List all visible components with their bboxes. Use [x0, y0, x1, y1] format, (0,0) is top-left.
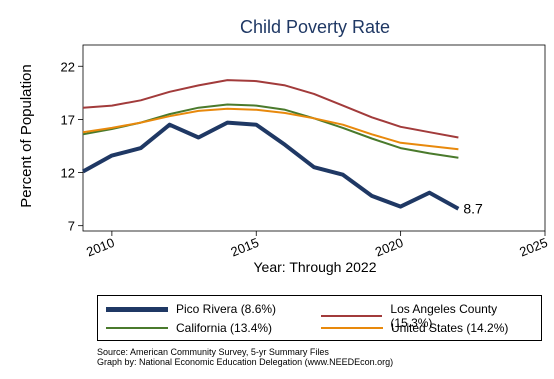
annotation-group: 8.7	[463, 201, 483, 217]
legend-label: Pico Rivera (8.6%)	[176, 302, 277, 316]
x-tick-label: 2020	[373, 235, 405, 260]
legend-label: United States (14.2%)	[391, 321, 509, 335]
series-group	[82, 79, 460, 211]
series-line-3	[82, 107, 459, 151]
source-note: Source: American Community Survey, 5-yr …	[97, 347, 393, 367]
x-tick-label: 2015	[229, 235, 261, 260]
legend-swatch	[321, 327, 383, 329]
y-tick-label: 12	[61, 166, 75, 181]
legend-swatch	[321, 315, 383, 317]
series-line-0	[82, 120, 460, 211]
legend-item-la-county: Los Angeles County (15.3%)	[321, 302, 541, 330]
legend-label: Los Angeles County (15.3%)	[390, 302, 498, 330]
x-tick-label: 2025	[517, 235, 549, 260]
y-tick-label: 7	[68, 219, 75, 234]
x-axis: 2010 2015 2020 2025	[84, 231, 550, 260]
legend: Pico Rivera (8.6%) Los Angeles County (1…	[97, 295, 542, 341]
x-axis-label: Year: Through 2022	[254, 259, 377, 275]
legend-label: California (13.4%)	[176, 321, 273, 335]
legend-swatch	[106, 327, 168, 329]
legend-item-california: California (13.4%)	[106, 321, 272, 335]
credit-line: Graph by: National Economic Education De…	[97, 357, 394, 367]
y-tick-label: 17	[61, 112, 75, 127]
y-axis: 7 12 17 22	[61, 59, 83, 234]
series-line-1	[82, 79, 459, 139]
y-tick-label: 22	[61, 59, 75, 74]
source-line: Source: American Community Survey, 5-yr …	[97, 347, 329, 357]
line-chart: Child Poverty Rate Percent of Population…	[18, 17, 550, 275]
end-value-label: 8.7	[463, 201, 483, 217]
legend-swatch	[106, 306, 168, 312]
x-tick-label: 2010	[84, 235, 116, 260]
plot-area-frame	[82, 44, 546, 232]
legend-item-pico-rivera: Pico Rivera (8.6%)	[106, 302, 276, 316]
legend-item-united-states: United States (14.2%)	[321, 321, 508, 335]
y-axis-label: Percent of Population	[18, 64, 35, 207]
chart-title: Child Poverty Rate	[240, 17, 390, 37]
